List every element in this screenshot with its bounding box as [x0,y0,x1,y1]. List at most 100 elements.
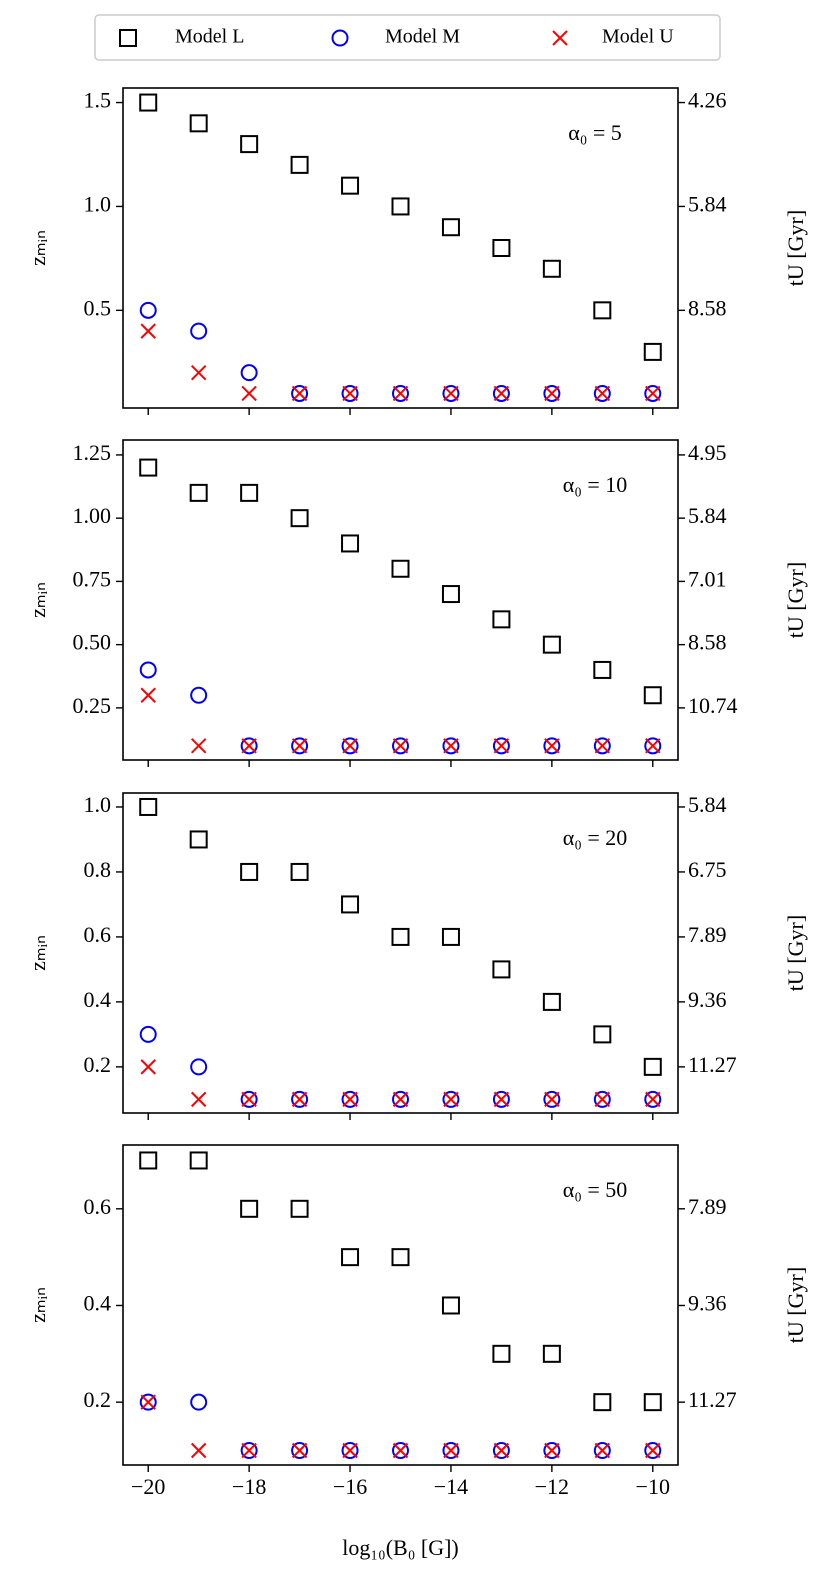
marker-circle [593,384,611,402]
marker-circle [190,1058,208,1076]
y2-tick-label: 11.27 [688,1052,737,1077]
marker-x [443,385,459,402]
marker-x [544,738,560,754]
marker-x [140,1059,156,1075]
y2-axis-label: tU [Gyr] [783,210,808,286]
marker-x [594,738,611,754]
x-tick-label: −10 [636,1474,670,1499]
marker-square [391,927,410,946]
marker-x [392,1442,409,1459]
marker-square [240,862,259,881]
y-axis-label: zₘᵢₙ [25,230,50,266]
marker-square [643,1057,662,1076]
marker-square [240,1199,259,1218]
marker-x [594,1091,611,1108]
marker-circle [593,737,611,755]
marker-square [189,114,208,133]
marker-square [492,239,511,257]
y-tick-label: 0.2 [84,1052,112,1077]
marker-circle [341,1441,359,1459]
x-tick-label: −20 [131,1474,165,1499]
y-axis-label: zₘᵢₙ [25,935,50,971]
legend-marker [331,29,349,47]
marker-circle [442,384,460,402]
marker-circle [392,384,409,402]
plot-frame [122,439,679,761]
marker-circle [392,737,409,755]
marker-square [542,259,561,278]
marker-square [593,1025,612,1044]
marker-x [241,1091,257,1108]
y2-tick-label: 7.89 [688,922,727,947]
y-tick-label: 1.0 [84,792,112,817]
marker-square [441,927,460,946]
marker-x [443,738,459,754]
marker-square [391,197,410,216]
marker-circle [644,737,662,755]
marker-x [190,1091,207,1108]
x-axis-label: log₁₀(B₀ [G]) [342,1535,459,1560]
marker-square [189,483,208,502]
marker-square [441,1296,460,1315]
y2-tick-label: 8.58 [688,630,727,655]
marker-x [645,1442,661,1459]
marker-x [392,1091,409,1108]
marker-circle [341,1090,359,1108]
annotation: α₀ = 5 [568,120,622,145]
y-tick-label: 0.75 [73,566,112,591]
legend-frame [94,14,721,61]
annotation: α₀ = 50 [563,1177,628,1202]
marker-circle [442,1090,460,1108]
marker-circle [139,661,157,679]
annotation: α₀ = 10 [563,472,628,497]
y2-tick-label: 5.84 [688,191,727,216]
marker-circle [291,1090,309,1108]
marker-circle [341,737,359,755]
marker-x [645,385,661,402]
marker-square [593,301,612,320]
marker-square [290,862,309,881]
legend-marker [552,30,568,46]
marker-square [542,1344,561,1363]
marker-square [341,176,360,195]
y2-tick-label: 7.01 [688,566,727,591]
y-tick-label: 0.4 [84,1291,112,1316]
marker-square [593,660,612,679]
marker-x [190,738,207,754]
y-tick-label: 0.4 [84,987,112,1012]
marker-square [290,509,309,528]
marker-x [291,1091,308,1108]
marker-circle [190,1393,208,1411]
marker-x [493,738,510,754]
marker-circle [240,737,258,755]
marker-square [593,1393,612,1412]
marker-circle [139,1393,157,1411]
marker-circle [492,1441,510,1459]
y2-tick-label: 10.74 [688,693,738,718]
marker-square [139,1151,158,1170]
y2-axis-label: tU [Gyr] [783,1267,808,1343]
y-tick-label: 0.50 [73,630,112,655]
marker-square [341,1248,360,1267]
marker-circle [341,384,359,402]
plot-frame [122,87,679,409]
marker-x [392,385,409,402]
marker-square [391,1248,410,1267]
marker-square [290,155,309,174]
x-tick-label: −18 [232,1474,266,1499]
legend-label: Model U [602,26,674,48]
marker-x [140,323,156,339]
marker-circle [593,1090,611,1108]
marker-square [391,559,410,578]
x-tick-label: −16 [333,1474,367,1499]
marker-x [342,1091,358,1108]
marker-circle [190,322,208,340]
y2-tick-label: 5.84 [688,503,727,528]
marker-x [342,385,358,402]
marker-circle [190,686,208,704]
marker-circle [240,364,258,382]
marker-x [291,738,308,754]
marker-square [542,992,561,1011]
marker-circle [240,1090,258,1108]
